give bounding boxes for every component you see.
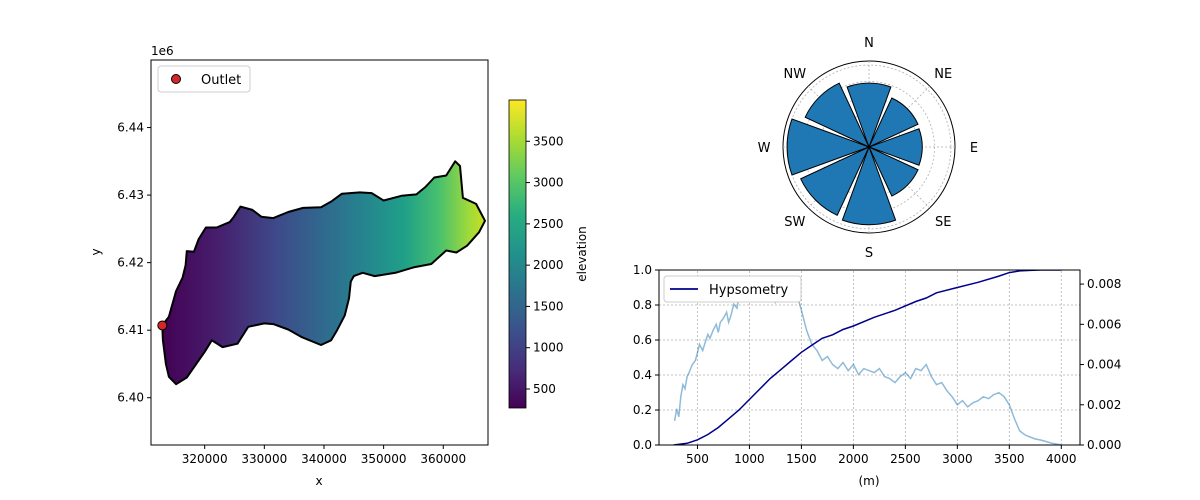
map-x-tick-label: 360000 (420, 452, 466, 466)
rose-bars (786, 82, 923, 226)
rose-bar (804, 82, 871, 149)
hypsometry-x-tick-label: 2500 (890, 452, 921, 466)
hypsometry-x-tick-label: 3500 (994, 452, 1025, 466)
map-x-tick-label: 330000 (241, 452, 287, 466)
hypsometry-curve (673, 270, 1062, 445)
rose-bar (867, 145, 919, 197)
colorbar-tick-label: 2000 (533, 258, 564, 272)
hypsometry-y-tick-label: 0.0 (633, 438, 652, 452)
hypsometry-y2-tick-label: 0.006 (1087, 317, 1121, 331)
hypsometry-y-tick-label: 0.6 (633, 333, 652, 347)
hypsometry-x-tick-label: 2000 (838, 452, 869, 466)
colorbar-label: elevation (575, 226, 589, 282)
hypsometry-legend: Hypsometry (663, 275, 802, 303)
hypsometry-x-axis: 500 1000 1500 2000 2500 3000 3500 4000 (686, 445, 1077, 466)
hypsometry-panel: 500 1000 1500 2000 2500 3000 3500 4000 0.00.20.… (633, 263, 1121, 488)
hypsometry-y-tick-label: 0.8 (633, 298, 652, 312)
hypsometry-x-tick-label: 1000 (734, 452, 765, 466)
aspect-rose-panel: N NE E SE S SW W NW (758, 36, 979, 261)
colorbar-tick-label: 2500 (533, 217, 564, 231)
hypsometry-x-axis-label: (m) (858, 474, 879, 488)
rose-direction-label: W (758, 141, 771, 156)
catchment-elevation-raster (161, 160, 486, 386)
colorbar-tick-label: 1500 (533, 299, 564, 313)
map-y-tick-label: 6.41 (117, 323, 144, 337)
hypsometry-y2-tick-label: 0.000 (1087, 438, 1121, 452)
hypsometry-y2-tick-label: 0.008 (1087, 277, 1121, 291)
map-x-tick-label: 350000 (361, 452, 407, 466)
rose-direction-label: NE (934, 67, 952, 82)
map-y-tick-label: 6.43 (117, 188, 144, 202)
colorbar-tick-label: 3500 (533, 134, 564, 148)
legend-outlet-marker (171, 74, 181, 84)
elevation-colorbar: 500 1000 1500 2000 2500 3000 3500 elevation (508, 99, 589, 409)
hypsometry-x-tick-label: 4000 (1046, 452, 1077, 466)
map-y-tick-label: 6.42 (117, 256, 144, 270)
hypsometry-x-tick-label: 1500 (786, 452, 817, 466)
colorbar-tick-label: 500 (533, 382, 556, 396)
rose-direction-labels: N NE E SE S SW W NW (758, 36, 979, 261)
hypsometry-y-tick-label: 0.4 (633, 368, 652, 382)
rose-direction-label: S (865, 246, 873, 261)
map-x-axis: 320000 330000 340000 350000 360000 (182, 445, 466, 466)
hypsometry-y2-tick-label: 0.004 (1087, 358, 1121, 372)
hypsometry-y-tick-label: 1.0 (633, 263, 652, 277)
rose-direction-label: E (970, 141, 978, 156)
map-y-axis: 6.40 6.41 6.42 6.43 6.44 (117, 121, 151, 405)
rose-direction-label: SW (784, 215, 805, 230)
rose-bar (786, 118, 871, 176)
colorbar-tick-label: 3000 (533, 176, 564, 190)
rose-bar (846, 82, 892, 149)
rose-direction-label: NW (784, 67, 807, 82)
hypsometry-y-tick-label: 0.2 (633, 403, 652, 417)
rose-bar (841, 145, 897, 226)
legend-outlet-label: Outlet (201, 73, 241, 88)
elevation-map-panel: 320000 330000 340000 350000 360000 6.406.416… (89, 44, 589, 488)
legend-hypsometry-label: Hypsometry (709, 283, 789, 298)
colorbar-ticks: 500 1000 1500 2000 2500 3000 3500 (526, 134, 564, 396)
hypsometry-x-tick-label: 3000 (942, 452, 973, 466)
rose-bar (867, 97, 919, 149)
map-x-tick-label: 320000 (182, 452, 228, 466)
rose-direction-label: SE (935, 215, 951, 230)
hypsometry-left-y-axis: 0.0 0.2 0.4 0.6 0.8 1.0 (633, 263, 659, 452)
map-legend: Outlet (157, 65, 251, 93)
outlet-marker (157, 320, 168, 331)
hypsometry-y2-tick-label: 0.002 (1087, 398, 1121, 412)
hypsometry-right-y-axis: 0.000 0.002 0.004 0.006 0.008 (1080, 277, 1121, 452)
elevation-distribution-line (673, 279, 1062, 445)
map-y-offset-label: 1e6 (151, 44, 174, 58)
map-x-tick-label: 340000 (301, 452, 347, 466)
map-y-axis-label: y (89, 248, 103, 255)
rose-bar (867, 128, 923, 166)
map-y-tick-label: 6.40 (117, 391, 144, 405)
map-y-tick-label: 6.44 (117, 121, 144, 135)
map-x-axis-label: x (315, 474, 322, 488)
hypsometry-x-tick-label: 500 (686, 452, 709, 466)
rose-direction-label: N (864, 36, 874, 51)
colorbar-tick-label: 1000 (533, 341, 564, 355)
rose-bar (800, 145, 871, 216)
